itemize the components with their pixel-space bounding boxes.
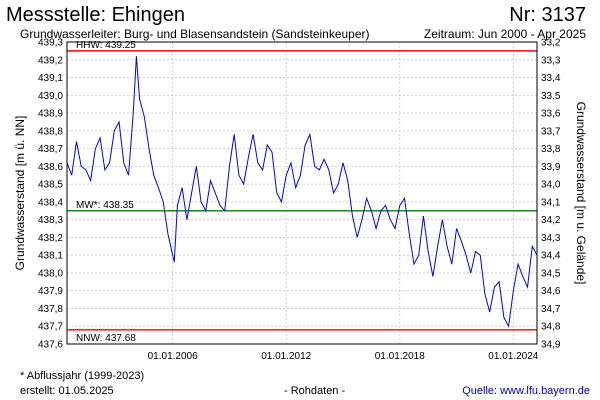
- reference-line-label: HHW: 439.25: [76, 40, 136, 51]
- series-line: [66, 56, 538, 328]
- y-tick-label-right: 34,4: [541, 251, 561, 262]
- x-tick-label: 01.01.2012: [261, 351, 311, 362]
- y-tick-label-right: 33,3: [541, 55, 561, 66]
- x-tick-label: 01.01.2024: [488, 351, 538, 362]
- raw-data-note: - Rohdaten -: [284, 385, 346, 397]
- station-number: Nr: 3137: [509, 4, 586, 26]
- y-tick-label-left: 439,3: [38, 38, 63, 49]
- y-tick-label-left: 438,0: [38, 268, 63, 279]
- y-tick-label-left: 438,3: [38, 215, 63, 226]
- y-tick-label-left: 438,7: [38, 144, 63, 155]
- y-tick-labels-right: 33,2 33,3 33,4 33,5 33,6 33,7 33,8 33,9 34,0 34,1…: [541, 38, 561, 351]
- plot-area: [67, 42, 537, 344]
- y-tick-label-right: 34,3: [541, 233, 561, 244]
- y-axis-label-left: Grundwasserstand [m ü. NN]: [13, 116, 27, 271]
- y-tick-label-right: 33,7: [541, 126, 561, 137]
- aquifer-label: Grundwasserleiter: Burg- und Blasensands…: [20, 27, 370, 41]
- y-tick-label-left: 437,9: [38, 286, 63, 297]
- y-tick-label-right: 34,6: [541, 286, 561, 297]
- y-tick-label-left: 438,9: [38, 109, 63, 120]
- station-title: Messstelle: Ehingen: [6, 4, 185, 26]
- y-tick-label-left: 438,6: [38, 162, 63, 173]
- x-tick-label: 01.01.2006: [148, 351, 198, 362]
- period-label: Zeitraum: Jun 2000 - Apr 2025: [423, 27, 586, 41]
- x-tick-labels: 01.01.2006 01.01.2012 01.01.2018 01.01.2024: [148, 351, 539, 362]
- y-tick-label-right: 34,9: [541, 340, 561, 351]
- y-tick-label-right: 34,7: [541, 304, 561, 315]
- y-tick-label-left: 438,8: [38, 126, 63, 137]
- y-tick-labels-left: 437,6 437,7 437,8 437,9 438,0 438,1 438,2 438,3…: [38, 38, 63, 351]
- y-tick-label-right: 34,1: [541, 197, 561, 208]
- y-tick-label-right: 33,4: [541, 73, 561, 84]
- y-tick-label-right: 33,9: [541, 162, 561, 173]
- created-date: erstellt: 01.05.2025: [20, 385, 114, 397]
- y-tick-label-left: 438,5: [38, 180, 63, 191]
- y-tick-label-left: 438,4: [38, 197, 63, 208]
- y-tick-label-right: 34,0: [541, 180, 561, 191]
- y-tick-label-left: 437,8: [38, 304, 63, 315]
- source-link[interactable]: Quelle: www.lfu.bayern.de: [462, 385, 590, 397]
- y-tick-label-left: 439,1: [38, 73, 63, 84]
- reference-line-label: MW*: 438.35: [76, 200, 134, 211]
- y-tick-label-left: 437,7: [38, 322, 63, 333]
- plot-frame: [66, 41, 538, 345]
- reference-line-label: NNW: 437.68: [76, 333, 136, 344]
- x-tick-label: 01.01.2018: [375, 351, 425, 362]
- footnote: * Abflussjahr (1999-2023): [20, 370, 145, 382]
- y-tick-label-right: 34,2: [541, 215, 561, 226]
- y-tick-label-left: 439,2: [38, 55, 63, 66]
- y-tick-label-right: 34,5: [541, 268, 561, 279]
- y-tick-label-right: 33,8: [541, 144, 561, 155]
- y-tick-label-left: 437,6: [38, 340, 63, 351]
- y-tick-label-left: 438,2: [38, 233, 63, 244]
- reference-lines: HHW: 439.25 MW*: 438.35 NNW: 437.68: [67, 40, 537, 344]
- y-tick-label-right: 33,6: [541, 109, 561, 120]
- y-tick-label-left: 439,0: [38, 91, 63, 102]
- y-tick-label-right: 33,5: [541, 91, 561, 102]
- y-axis-label-right: Grundwasserstand [m u. Gelände]: [574, 102, 588, 285]
- y-tick-label-left: 438,1: [38, 251, 63, 262]
- y-tick-label-right: 34,8: [541, 322, 561, 333]
- y-tick-label-right: 33,2: [541, 38, 561, 49]
